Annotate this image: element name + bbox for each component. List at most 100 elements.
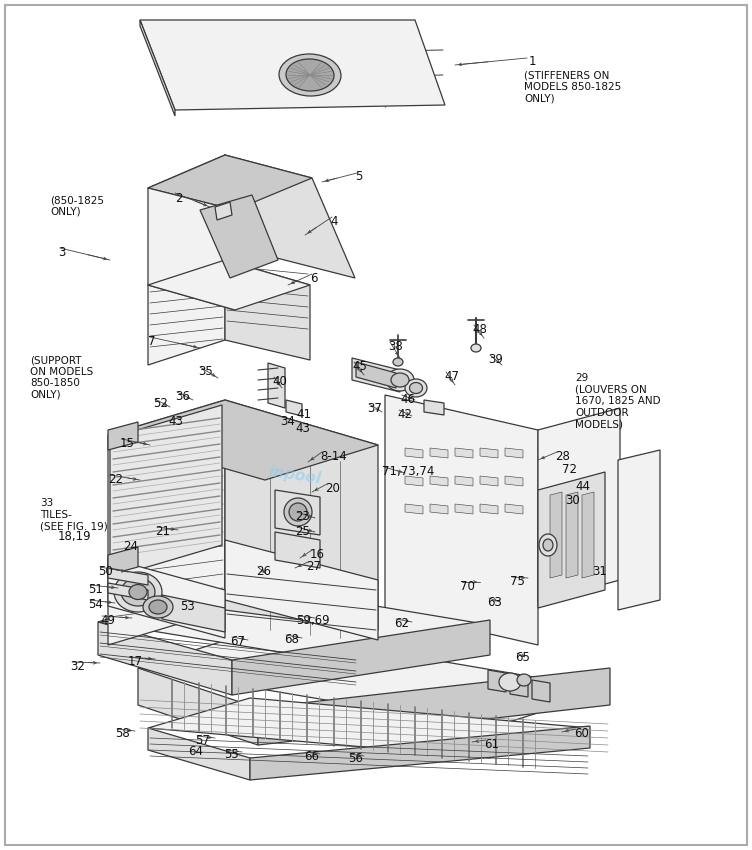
Ellipse shape <box>410 382 423 394</box>
Polygon shape <box>455 504 473 514</box>
Polygon shape <box>148 260 225 365</box>
Text: 23: 23 <box>295 510 310 523</box>
Polygon shape <box>225 540 378 640</box>
Text: 49: 49 <box>100 614 115 627</box>
Polygon shape <box>148 698 590 758</box>
Text: 66: 66 <box>304 750 319 763</box>
Polygon shape <box>148 155 312 210</box>
Polygon shape <box>405 504 423 514</box>
Polygon shape <box>148 155 265 295</box>
Polygon shape <box>225 260 310 360</box>
Polygon shape <box>532 680 550 702</box>
Text: 54: 54 <box>88 598 103 611</box>
Polygon shape <box>405 476 423 486</box>
Text: 33
TILES-
(SEE FIG. 19): 33 TILES- (SEE FIG. 19) <box>40 498 108 531</box>
Polygon shape <box>140 20 175 116</box>
Text: 16: 16 <box>310 548 325 561</box>
Polygon shape <box>258 668 610 745</box>
Polygon shape <box>108 568 148 585</box>
Ellipse shape <box>405 379 427 397</box>
Text: 43: 43 <box>295 422 310 435</box>
Polygon shape <box>505 448 523 458</box>
Text: 2: 2 <box>175 192 183 205</box>
Text: 3: 3 <box>58 246 65 259</box>
Text: 68: 68 <box>284 633 299 646</box>
Text: 37: 37 <box>367 402 382 415</box>
Ellipse shape <box>393 358 403 366</box>
Polygon shape <box>356 362 396 388</box>
Polygon shape <box>225 400 378 630</box>
Text: 48: 48 <box>472 323 487 336</box>
Text: 43: 43 <box>168 415 183 428</box>
Text: 47: 47 <box>444 370 459 383</box>
Text: 1: 1 <box>529 55 536 68</box>
Polygon shape <box>108 400 378 480</box>
Text: 52: 52 <box>153 397 168 410</box>
Text: 31: 31 <box>592 565 607 578</box>
Polygon shape <box>505 504 523 514</box>
Text: 45: 45 <box>352 360 367 373</box>
Polygon shape <box>200 195 278 278</box>
Text: inpool: inpool <box>268 464 323 486</box>
Ellipse shape <box>539 534 557 556</box>
Polygon shape <box>108 547 138 575</box>
Text: 59,69: 59,69 <box>296 614 329 627</box>
Ellipse shape <box>284 498 312 526</box>
Polygon shape <box>108 558 225 638</box>
Polygon shape <box>582 492 594 578</box>
Polygon shape <box>538 472 605 608</box>
Text: 17: 17 <box>128 655 143 668</box>
Text: 22: 22 <box>108 473 123 486</box>
Polygon shape <box>488 670 506 692</box>
Text: 67: 67 <box>230 635 245 648</box>
Text: 60: 60 <box>574 727 589 740</box>
Polygon shape <box>148 728 250 780</box>
Text: 25: 25 <box>295 525 310 538</box>
Text: 6: 6 <box>310 272 317 285</box>
Ellipse shape <box>499 673 521 691</box>
Text: 61: 61 <box>484 738 499 751</box>
Text: 18,19: 18,19 <box>58 530 92 543</box>
Polygon shape <box>538 408 620 602</box>
Text: 39: 39 <box>488 353 503 366</box>
Text: 62: 62 <box>394 617 409 630</box>
Polygon shape <box>225 155 355 278</box>
Text: 71,73,74: 71,73,74 <box>382 465 435 478</box>
Text: 20: 20 <box>325 482 340 495</box>
Text: 8-14: 8-14 <box>320 450 347 463</box>
Polygon shape <box>275 532 320 568</box>
Text: 70: 70 <box>460 580 475 593</box>
Polygon shape <box>250 726 590 780</box>
Text: 38: 38 <box>388 340 403 353</box>
Ellipse shape <box>143 596 173 618</box>
Text: 42: 42 <box>397 408 412 421</box>
Ellipse shape <box>289 503 307 521</box>
Polygon shape <box>480 448 498 458</box>
Polygon shape <box>352 358 400 392</box>
Text: (850-1825
ONLY): (850-1825 ONLY) <box>50 195 104 217</box>
Polygon shape <box>98 582 490 665</box>
Text: 40: 40 <box>272 375 287 388</box>
Text: 15: 15 <box>120 437 135 450</box>
Ellipse shape <box>386 369 414 391</box>
Polygon shape <box>480 476 498 486</box>
Text: 5: 5 <box>355 170 362 183</box>
Polygon shape <box>162 595 225 632</box>
Polygon shape <box>215 202 232 220</box>
Polygon shape <box>148 260 310 310</box>
Text: 4: 4 <box>330 215 338 228</box>
Polygon shape <box>268 363 285 408</box>
Text: (STIFFENERS ON
MODELS 850-1825
ONLY): (STIFFENERS ON MODELS 850-1825 ONLY) <box>524 70 621 103</box>
Text: 53: 53 <box>180 600 195 613</box>
Polygon shape <box>510 675 528 697</box>
Ellipse shape <box>114 572 162 612</box>
Polygon shape <box>618 450 660 610</box>
Polygon shape <box>424 400 444 415</box>
Text: 26: 26 <box>256 565 271 578</box>
Polygon shape <box>232 620 490 695</box>
Text: 27: 27 <box>306 560 321 573</box>
Polygon shape <box>455 448 473 458</box>
Text: 44: 44 <box>575 480 590 493</box>
Text: 29
(LOUVERS ON
1670, 1825 AND
OUTDOOR
MODELS): 29 (LOUVERS ON 1670, 1825 AND OUTDOOR MO… <box>575 373 660 429</box>
Polygon shape <box>455 476 473 486</box>
